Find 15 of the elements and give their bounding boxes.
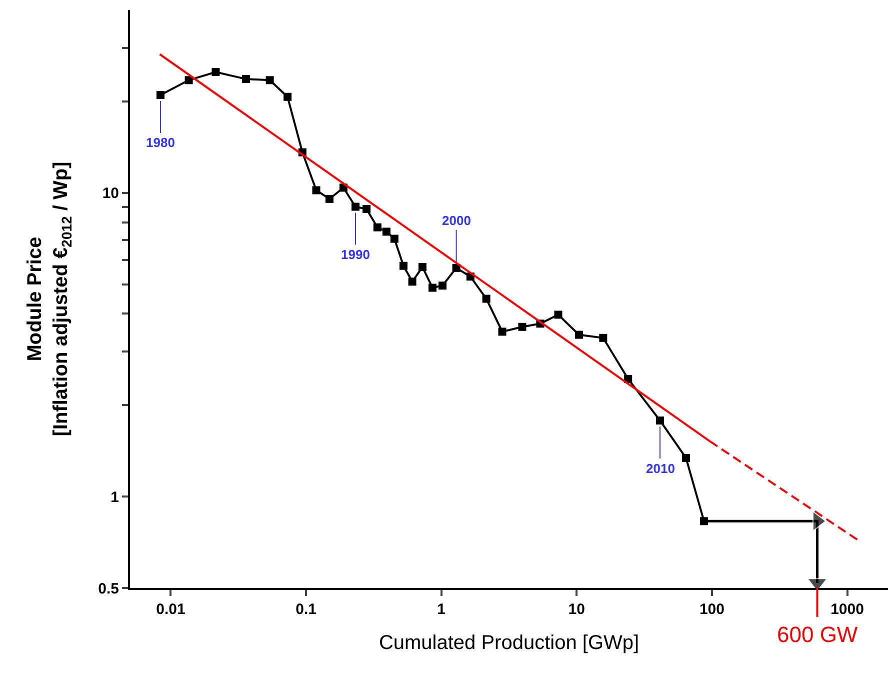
- x-tick-label: 1000: [830, 601, 864, 618]
- x-tick-label: 100: [699, 601, 724, 618]
- y-tick-label: 0.5: [98, 580, 119, 598]
- ref-line-label: 600 GW: [777, 622, 858, 647]
- x-tick-label: 10: [568, 601, 585, 618]
- annotation: 2010: [646, 461, 675, 476]
- annotation: 1990: [341, 247, 370, 262]
- x-tick-label: 1: [437, 601, 446, 618]
- y-tick-label: 1: [110, 488, 119, 506]
- annotation: 1980: [146, 135, 175, 150]
- x-tick-label: 0.01: [156, 601, 186, 618]
- y-tick-label: 10: [102, 185, 119, 202]
- annotation: 2000: [442, 213, 471, 228]
- x-axis-title: Cumulated Production [GWp]: [378, 632, 640, 654]
- x-tick-label: 0.1: [296, 601, 316, 618]
